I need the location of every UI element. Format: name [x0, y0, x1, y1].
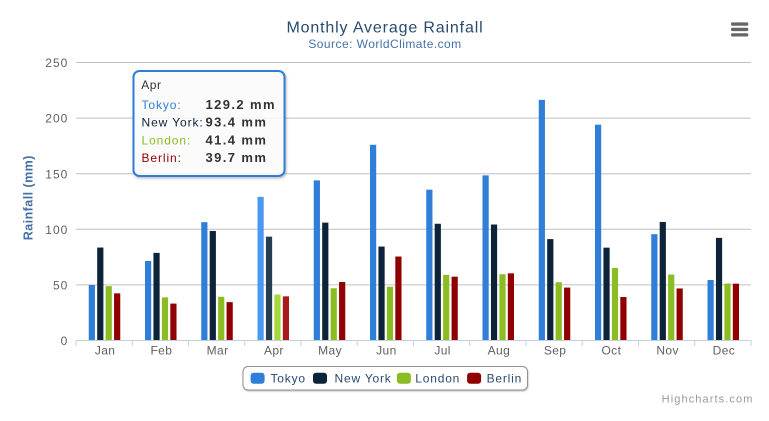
svg-text:Rainfall (mm): Rainfall (mm) [21, 155, 35, 240]
svg-text:Jun: Jun [376, 344, 397, 358]
svg-text:Mar: Mar [207, 344, 229, 358]
svg-text:129.2 mm: 129.2 mm [206, 97, 276, 112]
svg-text:Nov: Nov [656, 344, 679, 358]
svg-text:Highcharts.com: Highcharts.com [662, 393, 754, 405]
svg-text:50: 50 [53, 279, 68, 293]
svg-text:Berlin:: Berlin: [142, 151, 182, 165]
svg-text:New York:: New York: [142, 116, 204, 130]
svg-text:250: 250 [45, 56, 68, 70]
svg-text:Sep: Sep [544, 344, 567, 358]
svg-text:200: 200 [45, 112, 68, 126]
svg-text:New York: New York [335, 372, 392, 386]
svg-text:Oct: Oct [601, 344, 621, 358]
svg-text:May: May [318, 344, 342, 358]
svg-text:London: London [415, 372, 460, 386]
svg-text:41.4 mm: 41.4 mm [206, 132, 268, 147]
svg-text:Apr: Apr [264, 344, 284, 358]
svg-text:Source: WorldClimate.com: Source: WorldClimate.com [308, 37, 461, 51]
svg-text:39.7 mm: 39.7 mm [206, 150, 268, 165]
svg-text:93.4 mm: 93.4 mm [206, 115, 268, 130]
svg-text:Dec: Dec [713, 344, 736, 358]
svg-text:0: 0 [61, 334, 69, 348]
svg-text:100: 100 [45, 223, 68, 237]
svg-text:Monthly Average Rainfall: Monthly Average Rainfall [286, 20, 483, 37]
svg-text:Aug: Aug [488, 344, 511, 358]
svg-text:Apr: Apr [141, 78, 161, 92]
svg-text:Feb: Feb [150, 344, 172, 358]
svg-text:Tokyo: Tokyo [271, 372, 306, 386]
svg-text:Jan: Jan [95, 344, 116, 358]
svg-text:Berlin: Berlin [487, 372, 522, 386]
svg-text:Jul: Jul [434, 344, 451, 358]
svg-text:London:: London: [142, 133, 192, 147]
svg-text:Tokyo:: Tokyo: [142, 98, 182, 112]
svg-text:150: 150 [45, 167, 68, 181]
